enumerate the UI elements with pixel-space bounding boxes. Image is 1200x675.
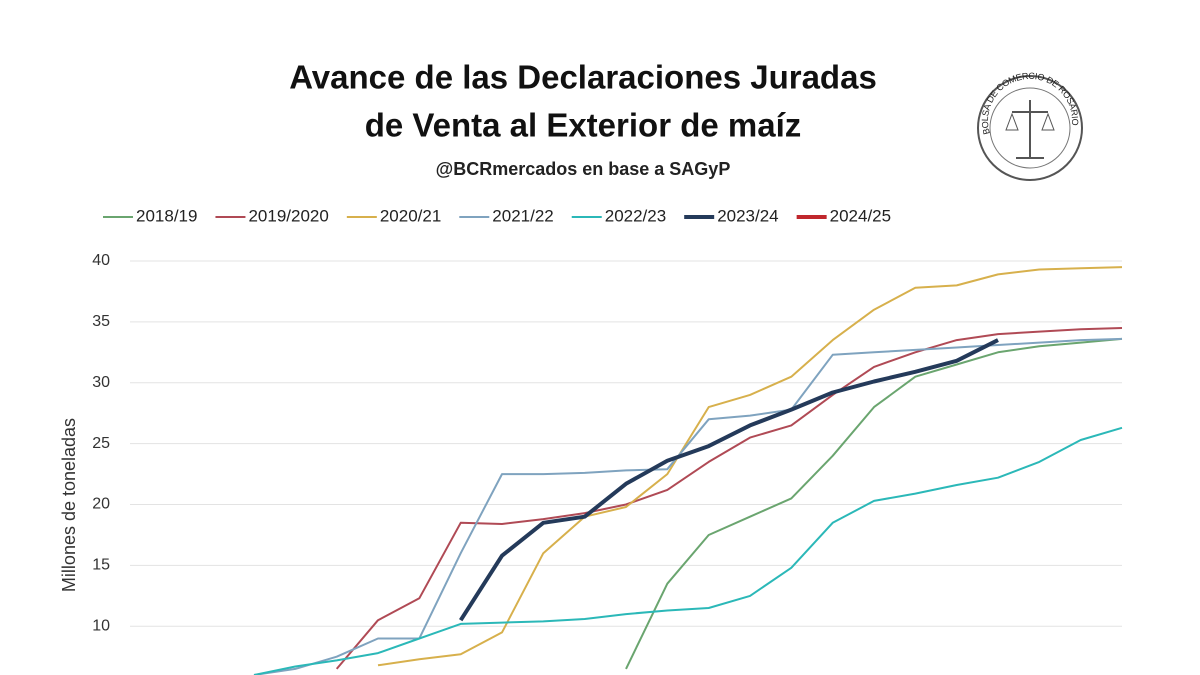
plot-area xyxy=(130,260,1123,675)
legend-label: 2024/25 xyxy=(830,206,891,225)
y-tick-label: 15 xyxy=(92,557,110,574)
legend: 2018/19 2019/2020 2020/21 2021/22 2022/23 202… xyxy=(103,206,891,225)
legend-label: 2020/21 xyxy=(380,206,441,225)
chart-subtitle: @BCRmercados en base a SAGyP xyxy=(436,159,731,179)
legend-label: 2022/23 xyxy=(605,206,666,225)
y-axis-label: Millones de toneladas xyxy=(59,418,79,592)
series-line xyxy=(335,327,1123,670)
series-line xyxy=(377,266,1123,667)
legend-label: 2021/22 xyxy=(492,206,553,225)
y-tick-label: 30 xyxy=(92,374,110,391)
y-tick-label: 25 xyxy=(92,435,110,452)
y-tick-label: 10 xyxy=(92,618,110,635)
series-line xyxy=(253,337,1123,675)
series-line xyxy=(253,426,1123,675)
chart-title: Avance de las Declaraciones Juradas xyxy=(289,59,877,96)
chart-title: de Venta al Exterior de maíz xyxy=(365,107,802,144)
y-tick-label: 35 xyxy=(92,313,110,330)
legend-label: 2018/19 xyxy=(136,206,197,225)
logo: BOLSA DE COMERCIO DE ROSARIO xyxy=(977,71,1083,181)
legend-label: 2019/2020 xyxy=(248,206,328,225)
legend-label: 2023/24 xyxy=(717,206,778,225)
y-tick-label: 40 xyxy=(92,252,110,269)
series-line xyxy=(459,338,999,622)
series-line xyxy=(625,337,1123,670)
y-tick-label: 20 xyxy=(92,496,110,513)
